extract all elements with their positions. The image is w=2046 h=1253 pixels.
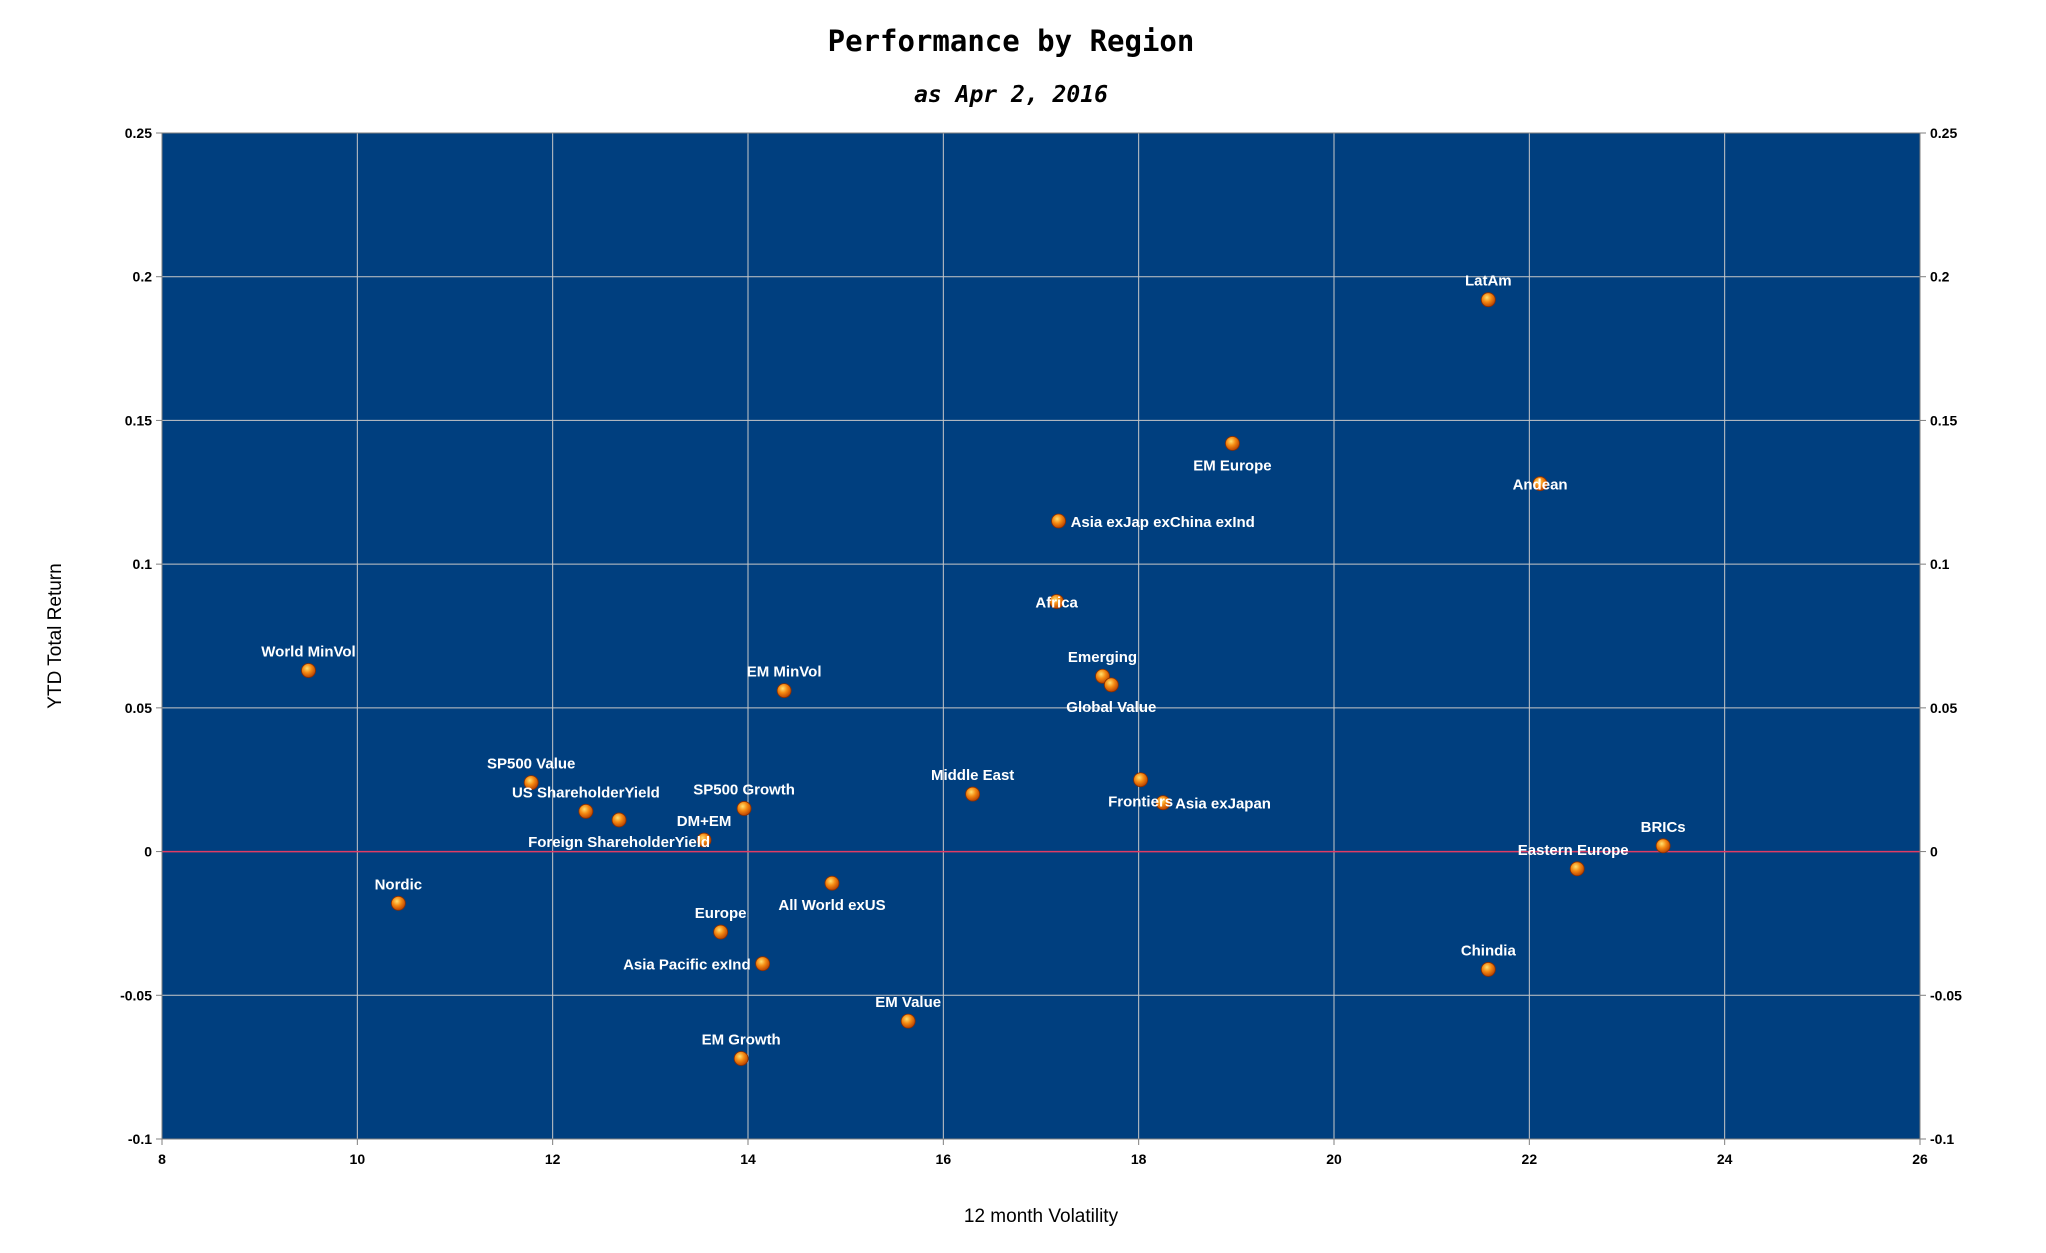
x-tick-label: 12 — [545, 1151, 561, 1167]
x-tick-label: 24 — [1717, 1151, 1733, 1167]
x-tick-label: 22 — [1522, 1151, 1538, 1167]
data-point — [1532, 476, 1548, 492]
y-tick-label-right: -0.05 — [1930, 987, 1962, 1003]
y-tick-label-left: -0.1 — [128, 1131, 152, 1147]
data-point-label: EM Growth — [702, 1032, 781, 1049]
data-point — [736, 801, 752, 816]
x-tick-label: 20 — [1326, 1151, 1342, 1167]
y-axis-label: YTD Total Return — [45, 563, 66, 708]
data-point — [1133, 772, 1149, 788]
data-point — [1655, 838, 1671, 854]
data-point-label: EM Value — [875, 994, 941, 1011]
y-axis-ticks-right: -0.1 -0.05 0 0.05 0.1 0.15 0.2 0.25 — [1920, 125, 1962, 1147]
x-tick-label: 16 — [936, 1151, 952, 1167]
data-point-label: Asia Pacific exInd — [623, 957, 751, 974]
data-point — [1049, 594, 1065, 609]
x-axis-label: 12 month Volatility — [964, 1206, 1119, 1227]
data-points — [301, 292, 1671, 1066]
data-point-label: Middle East — [931, 767, 1014, 784]
data-point-label: All World exUS — [778, 897, 885, 914]
data-point — [713, 924, 729, 940]
y-tick-label-right: 0.1 — [1930, 556, 1950, 572]
data-point — [390, 895, 406, 911]
data-point — [1103, 677, 1119, 693]
data-point — [1051, 513, 1066, 529]
data-point — [1480, 292, 1496, 308]
x-axis-ticks: 8 10 12 14 16 18 20 22 24 26 — [158, 1139, 1928, 1167]
data-point-label: Nordic — [375, 876, 423, 893]
data-point — [696, 832, 712, 848]
data-point-label: LatAm — [1465, 273, 1512, 290]
grid-lines — [162, 133, 1920, 1139]
y-tick-label-right: -0.1 — [1930, 1131, 1954, 1147]
data-point — [1155, 795, 1171, 811]
y-tick-label-left: -0.05 — [120, 987, 152, 1003]
y-tick-label-left: 0 — [144, 844, 152, 860]
data-point — [1480, 962, 1496, 977]
y-tick-label-left: 0.05 — [125, 700, 152, 716]
y-axis-ticks-left: -0.1 -0.05 0 0.05 0.1 0.15 0.2 0.25 — [120, 125, 162, 1147]
data-point-label: EM Europe — [1193, 457, 1271, 474]
y-tick-label-left: 0.1 — [133, 556, 153, 572]
y-tick-label-right: 0.05 — [1930, 700, 1957, 716]
data-point-label: Emerging — [1068, 649, 1137, 666]
x-tick-label: 10 — [350, 1151, 366, 1167]
data-point-label: EM MinVol — [747, 664, 822, 681]
data-point — [824, 875, 840, 891]
plot-area — [162, 133, 1920, 1139]
data-point-label: Andean — [1513, 477, 1568, 494]
data-point-label: Europe — [695, 905, 747, 922]
y-tick-label-right: 0.25 — [1930, 125, 1957, 141]
data-point-label: World MinVol — [261, 643, 355, 660]
data-point-label: Africa — [1035, 595, 1078, 612]
y-tick-label-right: 0.2 — [1930, 269, 1950, 285]
data-point — [733, 1051, 749, 1066]
chart-title: Performance by Region — [828, 24, 1195, 58]
plot-border — [161, 132, 1921, 1140]
data-point-label: Global Value — [1066, 699, 1156, 716]
data-point-label: DM+EM — [677, 813, 732, 830]
data-point-label: Eastern Europe — [1518, 842, 1629, 859]
y-tick-label-right: 0 — [1930, 844, 1938, 860]
y-tick-label-right: 0.15 — [1930, 412, 1957, 428]
data-point-labels: World MinVol Nordic SP500 Value US Sharehol… — [261, 273, 1685, 1049]
data-point — [900, 1013, 916, 1029]
data-point-label: Asia exJap exChina exInd — [1071, 514, 1255, 531]
x-tick-label: 18 — [1131, 1151, 1147, 1167]
data-point — [1225, 436, 1240, 451]
data-point — [301, 663, 316, 678]
data-point-label: Chindia — [1461, 942, 1517, 959]
data-point-label: SP500 Growth — [693, 781, 795, 798]
chart-subtitle: as Apr 2, 2016 — [914, 82, 1108, 108]
data-point — [523, 775, 539, 790]
y-tick-label-left: 0.15 — [125, 412, 152, 428]
data-point — [578, 803, 594, 819]
data-point-label: BRICs — [1641, 819, 1686, 836]
data-point — [755, 956, 771, 972]
data-point — [776, 683, 792, 699]
y-tick-label-left: 0.25 — [125, 125, 152, 141]
x-tick-label: 26 — [1912, 1151, 1928, 1167]
data-point — [611, 812, 627, 828]
data-point — [965, 786, 981, 802]
data-point-label: Frontiers — [1108, 794, 1173, 811]
data-point-label: US ShareholderYield — [512, 784, 660, 801]
data-point — [1569, 861, 1585, 877]
axis-frame — [161, 132, 1921, 1140]
data-point-label: Foreign ShareholderYield — [528, 834, 710, 851]
data-point-label: SP500 Value — [487, 756, 575, 773]
x-tick-label: 8 — [158, 1151, 166, 1167]
y-tick-label-left: 0.2 — [133, 269, 153, 285]
x-tick-label: 14 — [740, 1151, 756, 1167]
data-point-label: Asia exJapan — [1175, 796, 1271, 813]
